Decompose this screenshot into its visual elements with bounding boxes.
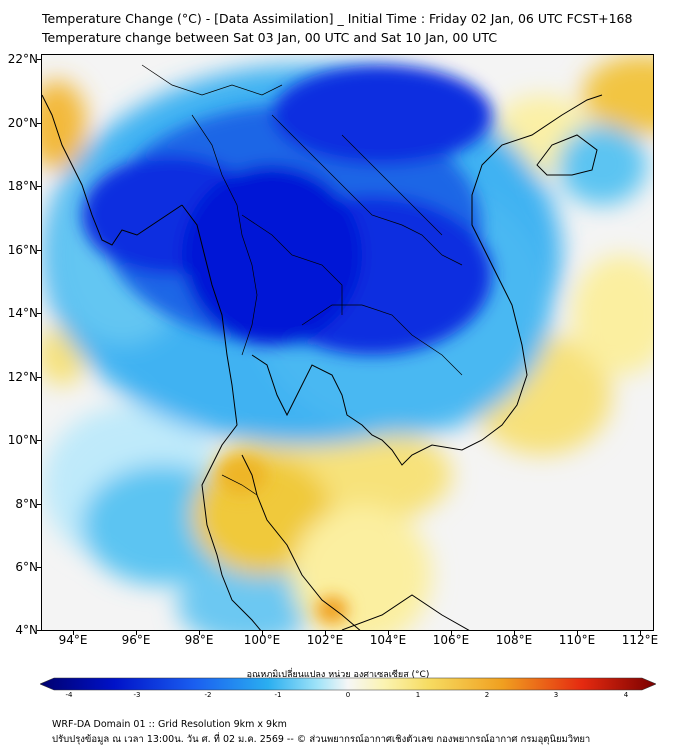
lon-label: 102°E [306,633,344,647]
lon-tick [325,631,326,635]
lon-tick [451,631,452,635]
field-strong-cool-patch [182,165,362,345]
lat-tick [37,313,41,314]
field-strong-cool-patch [272,65,492,165]
lat-label: 10°N [7,433,38,447]
colorbar-tick-label: 1 [415,691,421,699]
border-thailand-laos [241,214,343,315]
colorbar-tick-label: -2 [204,691,212,699]
lat-label: 22°N [7,52,38,66]
border-thailand-malaysia [221,474,258,496]
border-northern [141,64,283,96]
lon-label: 108°E [495,633,533,647]
lon-label: 100°E [243,633,281,647]
lat-label: 20°N [7,116,38,130]
map-canvas [42,55,653,630]
coastlines [42,94,603,630]
lat-tick [37,123,41,124]
colorbar-title: อุณหภูมิเปลี่ยนแปลง หน่วย องศาเซลเซียส (… [246,670,430,680]
field-warm-core [217,455,267,495]
lat-label: 6°N [15,560,38,574]
colorbar-gradient [40,677,656,691]
lat-tick [37,250,41,251]
lon-label: 104°E [369,633,407,647]
country-borders [141,64,463,496]
coastline-west-peninsula [181,204,261,630]
lat-label: 16°N [7,243,38,257]
lon-label: 106°E [432,633,470,647]
field-cool-patch [557,125,647,205]
lon-tick [640,631,641,635]
lon-tick [262,631,263,635]
lat-tick [37,186,41,187]
lat-tick [37,377,41,378]
lon-tick [136,631,137,635]
lat-tick [37,59,41,60]
colorbar-tick-label: 4 [623,691,629,699]
lat-tick [37,630,41,631]
field-cool-patch [177,565,317,630]
lat-label: 18°N [7,179,38,193]
lon-label: 96°E [121,633,151,647]
colorbar [40,677,656,691]
lat-tick [37,504,41,505]
lat-label: 12°N [7,370,38,384]
model-info: WRF-DA Domain 01 :: Grid Resolution 9km … [52,719,287,730]
lat-tick [37,440,41,441]
map-subtitle: Temperature change between Sat 03 Jan, 0… [42,30,498,45]
field-warm-patch [42,80,87,170]
temperature-field-core [82,65,492,624]
colorbar-tick-label: 0 [345,691,351,699]
field-warm-patch [582,55,653,135]
coastline-bay-of-bengal [42,94,183,246]
update-credit: ปรับปรุงข้อมูล ณ เวลา 13:00น. วัน ศ. ที่… [52,734,591,745]
lon-tick [73,631,74,635]
lon-tick [388,631,389,635]
lat-label: 14°N [7,306,38,320]
coastline-borneo-tip [341,594,470,630]
border-myanmar-thailand [191,114,258,356]
coastline-east-peninsula [241,454,361,630]
lon-label: 98°E [184,633,214,647]
lat-label: 4°N [15,623,38,637]
field-warm-core [316,596,348,624]
lon-label: 110°E [558,633,596,647]
border-laos-vietnam [341,134,443,236]
colorbar-tick-label: -4 [65,691,73,699]
temperature-change-map [41,54,654,631]
coastline-hainan [536,134,598,176]
field-warm-patch [572,255,653,375]
colorbar-tick-label: 2 [484,691,490,699]
coastline-gulf-and-vietnam [251,94,603,466]
lon-label: 94°E [58,633,88,647]
lon-tick [577,631,578,635]
colorbar-tick-label: 3 [553,691,559,699]
lon-label: 112°E [621,633,659,647]
colorbar-tick-label: -3 [133,691,141,699]
map-title: Temperature Change (°C) - [Data Assimila… [42,11,633,26]
lat-tick [37,567,41,568]
border-cambodia [301,304,463,376]
border-laos [271,114,463,266]
lon-tick [514,631,515,635]
colorbar-tick-label: -1 [274,691,282,699]
lon-tick [199,631,200,635]
lat-label: 8°N [15,497,38,511]
